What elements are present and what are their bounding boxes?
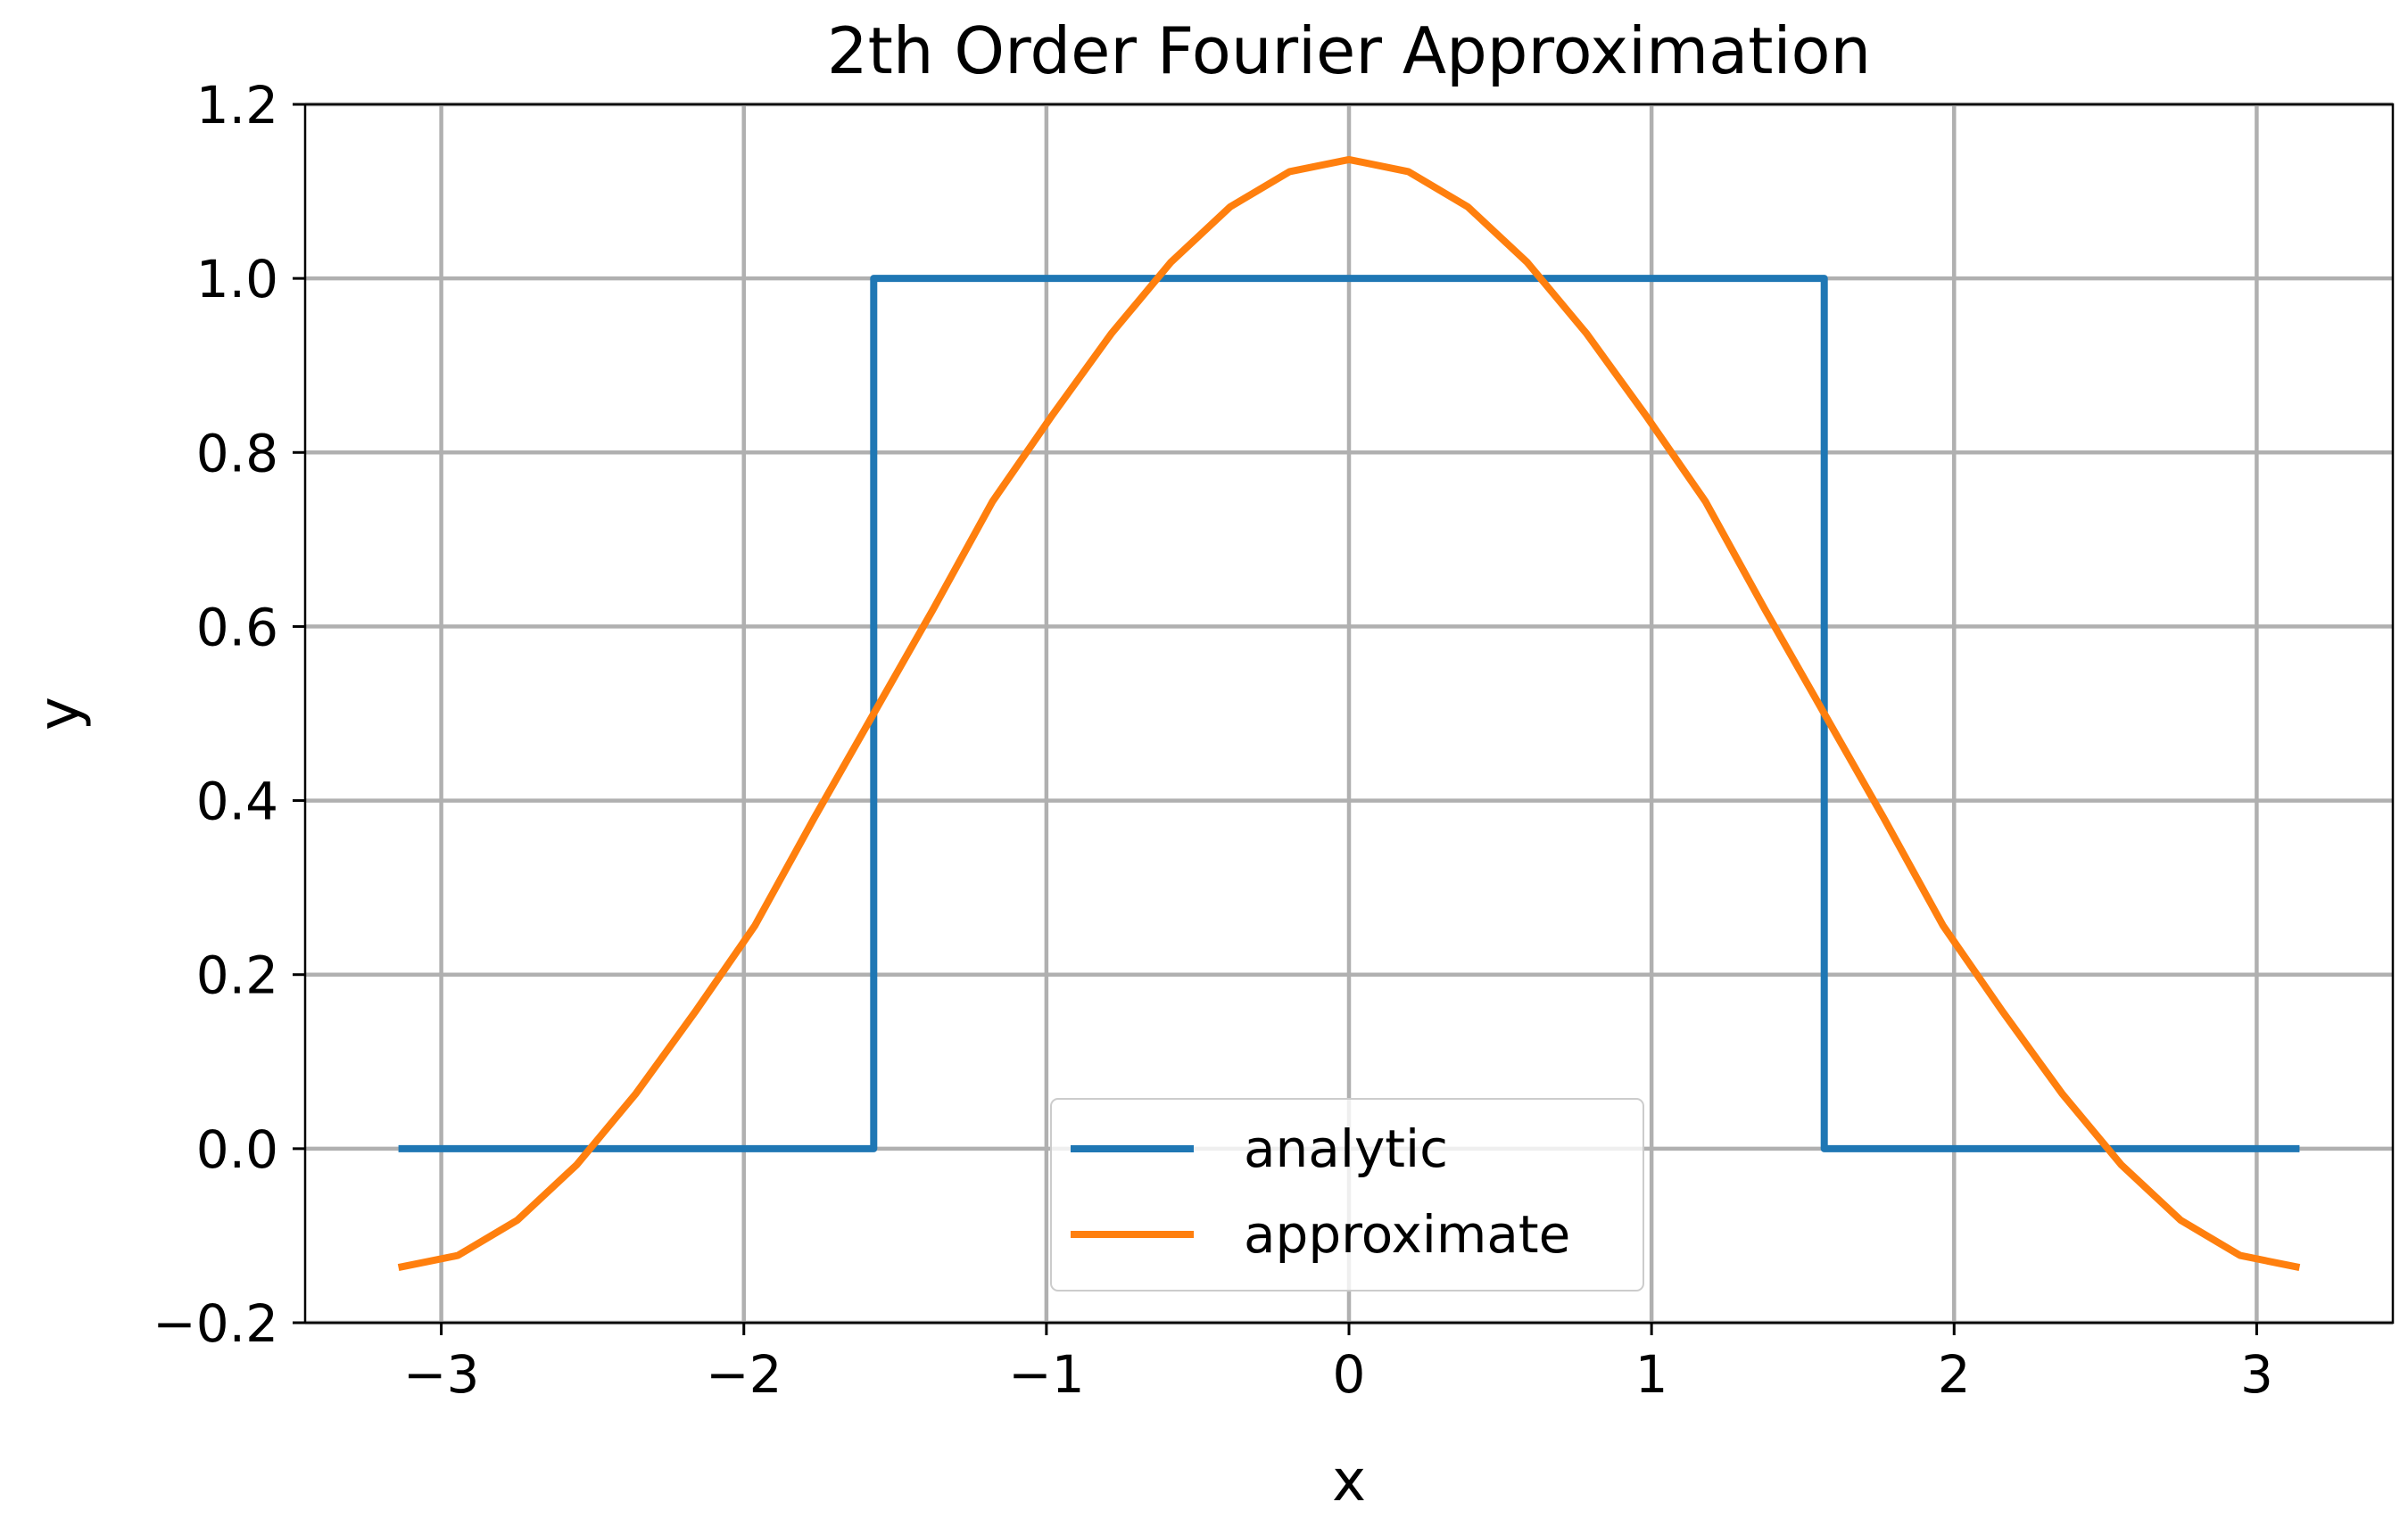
legend-box: [1050, 1098, 1644, 1292]
y-tick-label: 0.2: [196, 945, 278, 1006]
x-tick-label: 0: [1333, 1344, 1366, 1405]
x-tick-label: 1: [1635, 1344, 1668, 1405]
series-line-analytic: [398, 275, 2300, 1152]
y-tick-label: 0.4: [196, 772, 278, 832]
y-tick-label: 1.0: [196, 249, 278, 309]
chart-title: 2th Order Fourier Approximation: [827, 13, 1871, 88]
series-line-approximate: [397, 155, 2301, 1272]
x-tick-label: −1: [1008, 1344, 1085, 1405]
series-layer: [397, 155, 2301, 1272]
x-tick-label: −3: [403, 1344, 480, 1405]
legend-label-analytic: analytic: [1244, 1118, 1448, 1179]
x-tick-label: 3: [2240, 1344, 2273, 1405]
y-tick-label: 0.6: [196, 597, 278, 657]
y-tick-label: 0.0: [196, 1119, 278, 1180]
x-tick-label: −2: [706, 1344, 782, 1405]
y-axis-label: y: [27, 697, 93, 730]
y-tick-label: −0.2: [153, 1293, 278, 1354]
x-tick-label: 2: [1938, 1344, 1971, 1405]
x-axis-label: x: [1332, 1448, 1366, 1514]
y-tick-label: 0.8: [196, 423, 278, 483]
legend: analytic approximate: [1050, 1098, 1644, 1292]
legend-label-approximate: approximate: [1244, 1204, 1570, 1265]
tick-layer: −3 −2 −1 0 1 2 3 −0.2 0.0 0.2 0.4 0.6 0.8 1.0 1.2: [153, 75, 2273, 1405]
y-tick-label: 1.2: [196, 75, 278, 136]
